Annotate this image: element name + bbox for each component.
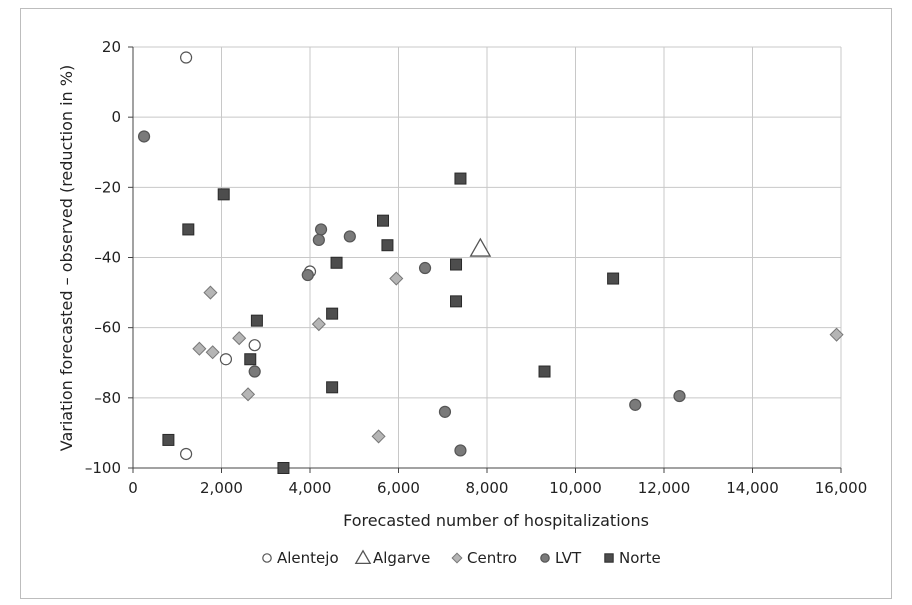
- y-tick-label: –40: [94, 249, 121, 267]
- x-tick-label: 4,000: [289, 479, 332, 497]
- point-norte: [277, 462, 290, 474]
- point-centro: [192, 341, 207, 356]
- point-centro: [311, 317, 326, 332]
- point-norte: [381, 239, 394, 252]
- legend-marker-lvt: [540, 553, 550, 563]
- point-lvt: [454, 444, 467, 457]
- point-lvt: [137, 130, 151, 143]
- y-tick-label: 20: [102, 38, 121, 56]
- legend-label-alentejo: Alentejo: [277, 549, 339, 567]
- x-tick-label: 14,000: [726, 479, 779, 497]
- point-lvt: [438, 405, 452, 418]
- point-centro: [389, 271, 404, 286]
- point-lvt: [629, 398, 642, 411]
- legend-marker-centro: [451, 552, 463, 564]
- point-norte: [326, 381, 339, 394]
- point-centro: [829, 327, 844, 342]
- point-norte: [377, 214, 390, 227]
- axes: [128, 46, 842, 473]
- x-tick-labels: 0 2,000 4,000 6,000 8,000 10,000 12,000 14,000 1…: [128, 479, 867, 497]
- legend-marker-alentejo: [262, 553, 272, 563]
- x-tick-label: 12,000: [638, 479, 691, 497]
- point-lvt: [312, 233, 325, 247]
- point-norte: [607, 272, 620, 285]
- point-centro: [371, 429, 386, 444]
- point-lvt: [314, 223, 328, 236]
- x-tick-label: 2,000: [200, 479, 243, 497]
- point-alentejo: [219, 353, 233, 366]
- point-norte: [454, 172, 467, 185]
- point-centro: [203, 285, 218, 300]
- legend-label-algarve: Algarve: [373, 549, 430, 567]
- point-norte: [330, 256, 343, 269]
- data-points: [137, 51, 844, 474]
- point-alentejo: [248, 339, 261, 352]
- x-tick-label: 0: [128, 479, 138, 497]
- x-tick-label: 8,000: [466, 479, 509, 497]
- x-tick-label: 16,000: [815, 479, 868, 497]
- legend-item-alentejo: Alentejo: [262, 549, 339, 567]
- point-algarve: [469, 237, 492, 257]
- y-tick-label: –100: [85, 459, 121, 477]
- legend: Alentejo Algarve Centro LVT Norte: [262, 549, 661, 567]
- y-tick-label: –80: [94, 389, 121, 407]
- point-alentejo: [180, 51, 193, 64]
- legend-marker-norte: [604, 553, 614, 563]
- legend-label-centro: Centro: [467, 549, 517, 567]
- legend-item-norte: Norte: [604, 549, 661, 567]
- x-tick-label: 6,000: [377, 479, 420, 497]
- point-centro: [205, 345, 220, 360]
- point-norte: [538, 365, 551, 378]
- point-norte: [182, 223, 195, 236]
- y-tick-label: –20: [94, 178, 121, 196]
- point-alentejo: [180, 447, 193, 461]
- point-lvt: [248, 365, 261, 378]
- point-norte: [450, 295, 463, 308]
- y-tick-label: –60: [94, 319, 121, 337]
- point-norte: [326, 307, 339, 320]
- legend-marker-algarve: [354, 549, 372, 565]
- legend-item-algarve: Algarve: [354, 549, 430, 567]
- x-tick-label: 10,000: [549, 479, 602, 497]
- point-lvt: [343, 230, 356, 243]
- grid-lines: [133, 46, 842, 468]
- legend-label-norte: Norte: [619, 549, 661, 567]
- point-centro: [241, 387, 256, 402]
- y-axis-label: Variation forecasted – observed (reducti…: [57, 65, 76, 451]
- point-norte: [162, 433, 175, 446]
- point-lvt: [418, 261, 432, 275]
- point-lvt: [673, 389, 686, 403]
- x-axis-label: Forecasted number of hospitalizations: [343, 511, 649, 530]
- y-tick-label: 0: [111, 108, 121, 126]
- point-norte: [450, 258, 463, 271]
- point-centro: [232, 331, 247, 346]
- legend-item-lvt: LVT: [540, 549, 582, 567]
- point-norte: [244, 353, 257, 366]
- point-norte: [250, 314, 263, 327]
- legend-item-centro: Centro: [451, 549, 517, 567]
- y-tick-labels: 20 0 –20 –40 –60 –80 –100: [85, 38, 121, 477]
- legend-label-lvt: LVT: [555, 549, 582, 567]
- point-norte: [217, 188, 230, 201]
- point-lvt: [301, 268, 314, 282]
